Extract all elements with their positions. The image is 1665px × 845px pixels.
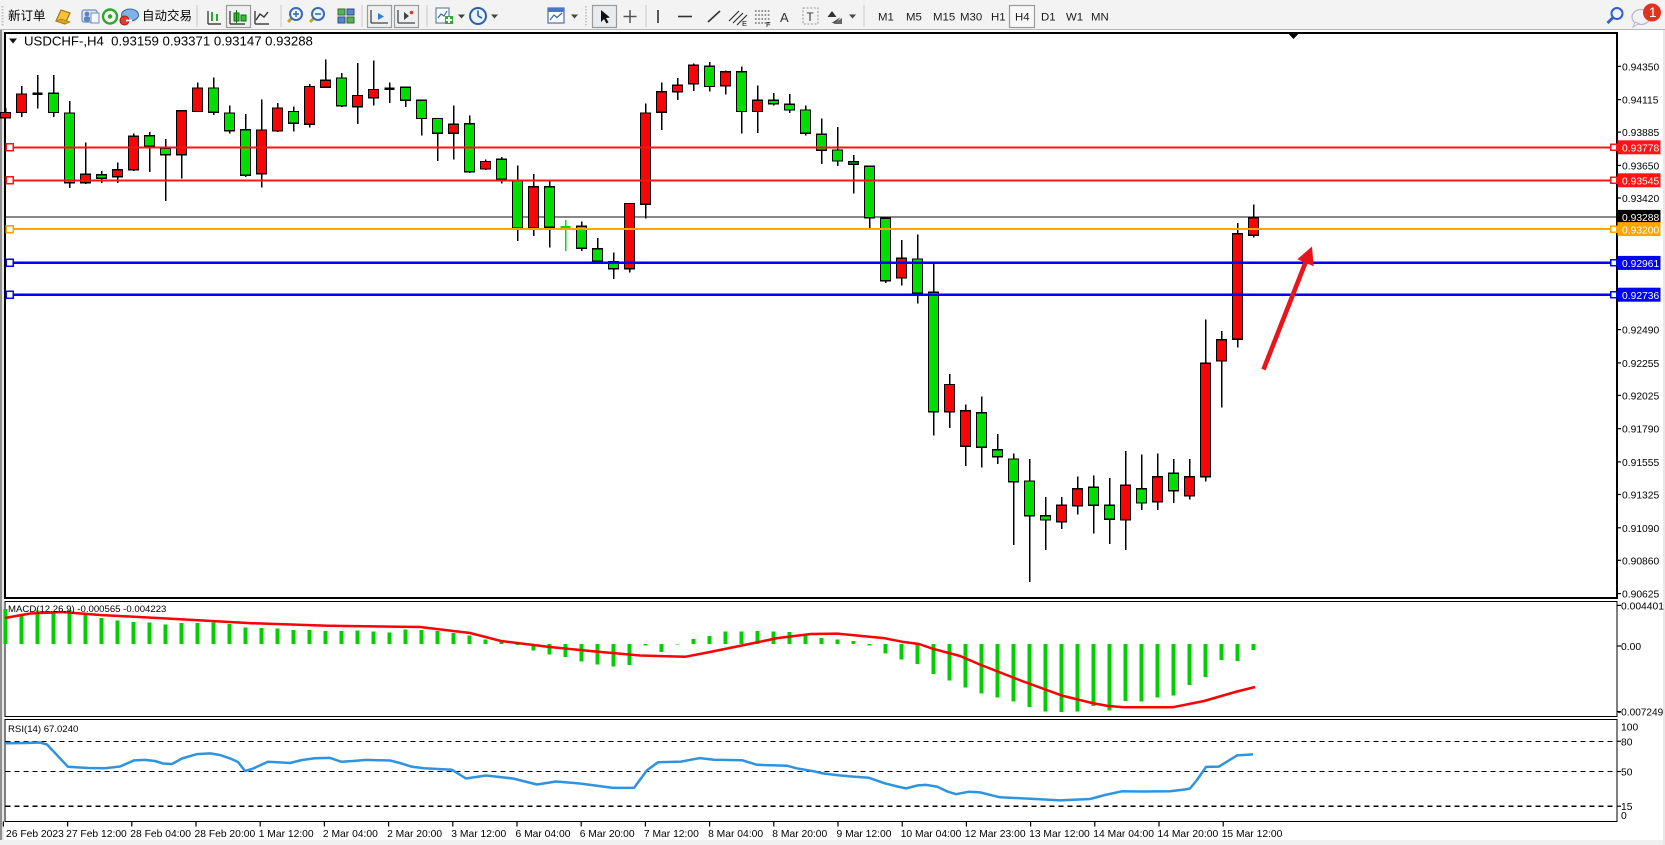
svg-text:9 Mar 12:00: 9 Mar 12:00 xyxy=(837,829,892,840)
svg-text:0.004401: 0.004401 xyxy=(1621,601,1664,612)
svg-text:26 Feb 2023: 26 Feb 2023 xyxy=(6,829,64,840)
svg-text:F: F xyxy=(766,20,771,29)
svg-text:0.91325: 0.91325 xyxy=(1622,491,1659,502)
svg-text:8 Mar 04:00: 8 Mar 04:00 xyxy=(708,829,763,840)
svg-text:自动交易: 自动交易 xyxy=(142,8,192,23)
svg-text:15 Mar 12:00: 15 Mar 12:00 xyxy=(1222,829,1283,840)
svg-text:10 Mar 04:00: 10 Mar 04:00 xyxy=(901,829,962,840)
svg-text:0.94350: 0.94350 xyxy=(1622,62,1659,73)
svg-text:7 Mar 12:00: 7 Mar 12:00 xyxy=(644,829,699,840)
svg-text:3 Mar 12:00: 3 Mar 12:00 xyxy=(451,829,506,840)
svg-text:H4: H4 xyxy=(1015,12,1030,24)
svg-text:0.93288: 0.93288 xyxy=(1622,213,1659,224)
svg-text:0.93778: 0.93778 xyxy=(1622,144,1659,155)
svg-text:-0.007249: -0.007249 xyxy=(1618,708,1664,719)
svg-text:80: 80 xyxy=(1621,737,1633,748)
svg-text:0: 0 xyxy=(1621,811,1627,822)
svg-text:14 Mar 04:00: 14 Mar 04:00 xyxy=(1093,829,1154,840)
svg-text:13 Mar 12:00: 13 Mar 12:00 xyxy=(1029,829,1090,840)
svg-text:8 Mar 20:00: 8 Mar 20:00 xyxy=(772,829,827,840)
svg-text:0.90860: 0.90860 xyxy=(1622,556,1659,567)
svg-text:28 Feb 04:00: 28 Feb 04:00 xyxy=(130,829,191,840)
svg-text:100: 100 xyxy=(1621,723,1638,734)
svg-text:0.93650: 0.93650 xyxy=(1622,161,1659,172)
svg-text:6 Mar 04:00: 6 Mar 04:00 xyxy=(516,829,571,840)
svg-text:0.92255: 0.92255 xyxy=(1622,359,1659,370)
svg-text:0.93545: 0.93545 xyxy=(1622,177,1659,188)
svg-text:0.90625: 0.90625 xyxy=(1622,590,1659,601)
svg-text:1: 1 xyxy=(1649,5,1657,20)
svg-text:0.91090: 0.91090 xyxy=(1622,524,1659,535)
svg-text:28 Feb 20:00: 28 Feb 20:00 xyxy=(195,829,256,840)
svg-text:2 Mar 20:00: 2 Mar 20:00 xyxy=(387,829,442,840)
svg-text:M30: M30 xyxy=(960,12,982,24)
svg-text:D1: D1 xyxy=(1041,12,1056,24)
svg-text:M1: M1 xyxy=(878,12,894,24)
svg-text:W1: W1 xyxy=(1066,12,1083,24)
svg-text:E: E xyxy=(742,19,747,28)
svg-text:0.94115: 0.94115 xyxy=(1622,96,1659,107)
svg-text:0.91790: 0.91790 xyxy=(1622,425,1659,436)
svg-text:12 Mar 23:00: 12 Mar 23:00 xyxy=(965,829,1026,840)
svg-text:15: 15 xyxy=(1621,802,1633,813)
svg-text:0.92025: 0.92025 xyxy=(1622,391,1659,402)
svg-text:0.92961: 0.92961 xyxy=(1622,259,1659,270)
svg-text:A: A xyxy=(780,10,789,25)
svg-text:0.91555: 0.91555 xyxy=(1622,458,1659,469)
svg-text:H1: H1 xyxy=(991,12,1006,24)
svg-text:2 Mar 04:00: 2 Mar 04:00 xyxy=(323,829,378,840)
svg-text:0.93420: 0.93420 xyxy=(1622,194,1659,205)
svg-text:27 Feb 12:00: 27 Feb 12:00 xyxy=(66,829,127,840)
svg-text:0.93200: 0.93200 xyxy=(1622,225,1659,236)
svg-text:MN: MN xyxy=(1091,12,1109,24)
svg-text:RSI(14) 67.0240: RSI(14) 67.0240 xyxy=(8,724,78,735)
svg-text:0.93885: 0.93885 xyxy=(1622,128,1659,139)
svg-text:6 Mar 20:00: 6 Mar 20:00 xyxy=(580,829,635,840)
svg-text:M15: M15 xyxy=(933,12,955,24)
svg-text:50: 50 xyxy=(1621,768,1633,779)
svg-text:USDCHF-,H4 0.93159 0.93371 0.: USDCHF-,H4 0.93159 0.93371 0.93147 0.932… xyxy=(24,34,313,49)
svg-text:0.92490: 0.92490 xyxy=(1622,326,1659,337)
svg-text:MACD(12,26,9) -0.000565 -0.004: MACD(12,26,9) -0.000565 -0.004223 xyxy=(8,604,166,615)
svg-text:0.00: 0.00 xyxy=(1621,642,1641,653)
svg-text:14 Mar 20:00: 14 Mar 20:00 xyxy=(1158,829,1219,840)
svg-text:1 Mar 12:00: 1 Mar 12:00 xyxy=(259,829,314,840)
svg-text:0.92736: 0.92736 xyxy=(1622,291,1659,302)
svg-text:新订单: 新订单 xyxy=(8,8,46,23)
svg-text:M5: M5 xyxy=(906,12,922,24)
svg-text:T: T xyxy=(807,12,814,24)
